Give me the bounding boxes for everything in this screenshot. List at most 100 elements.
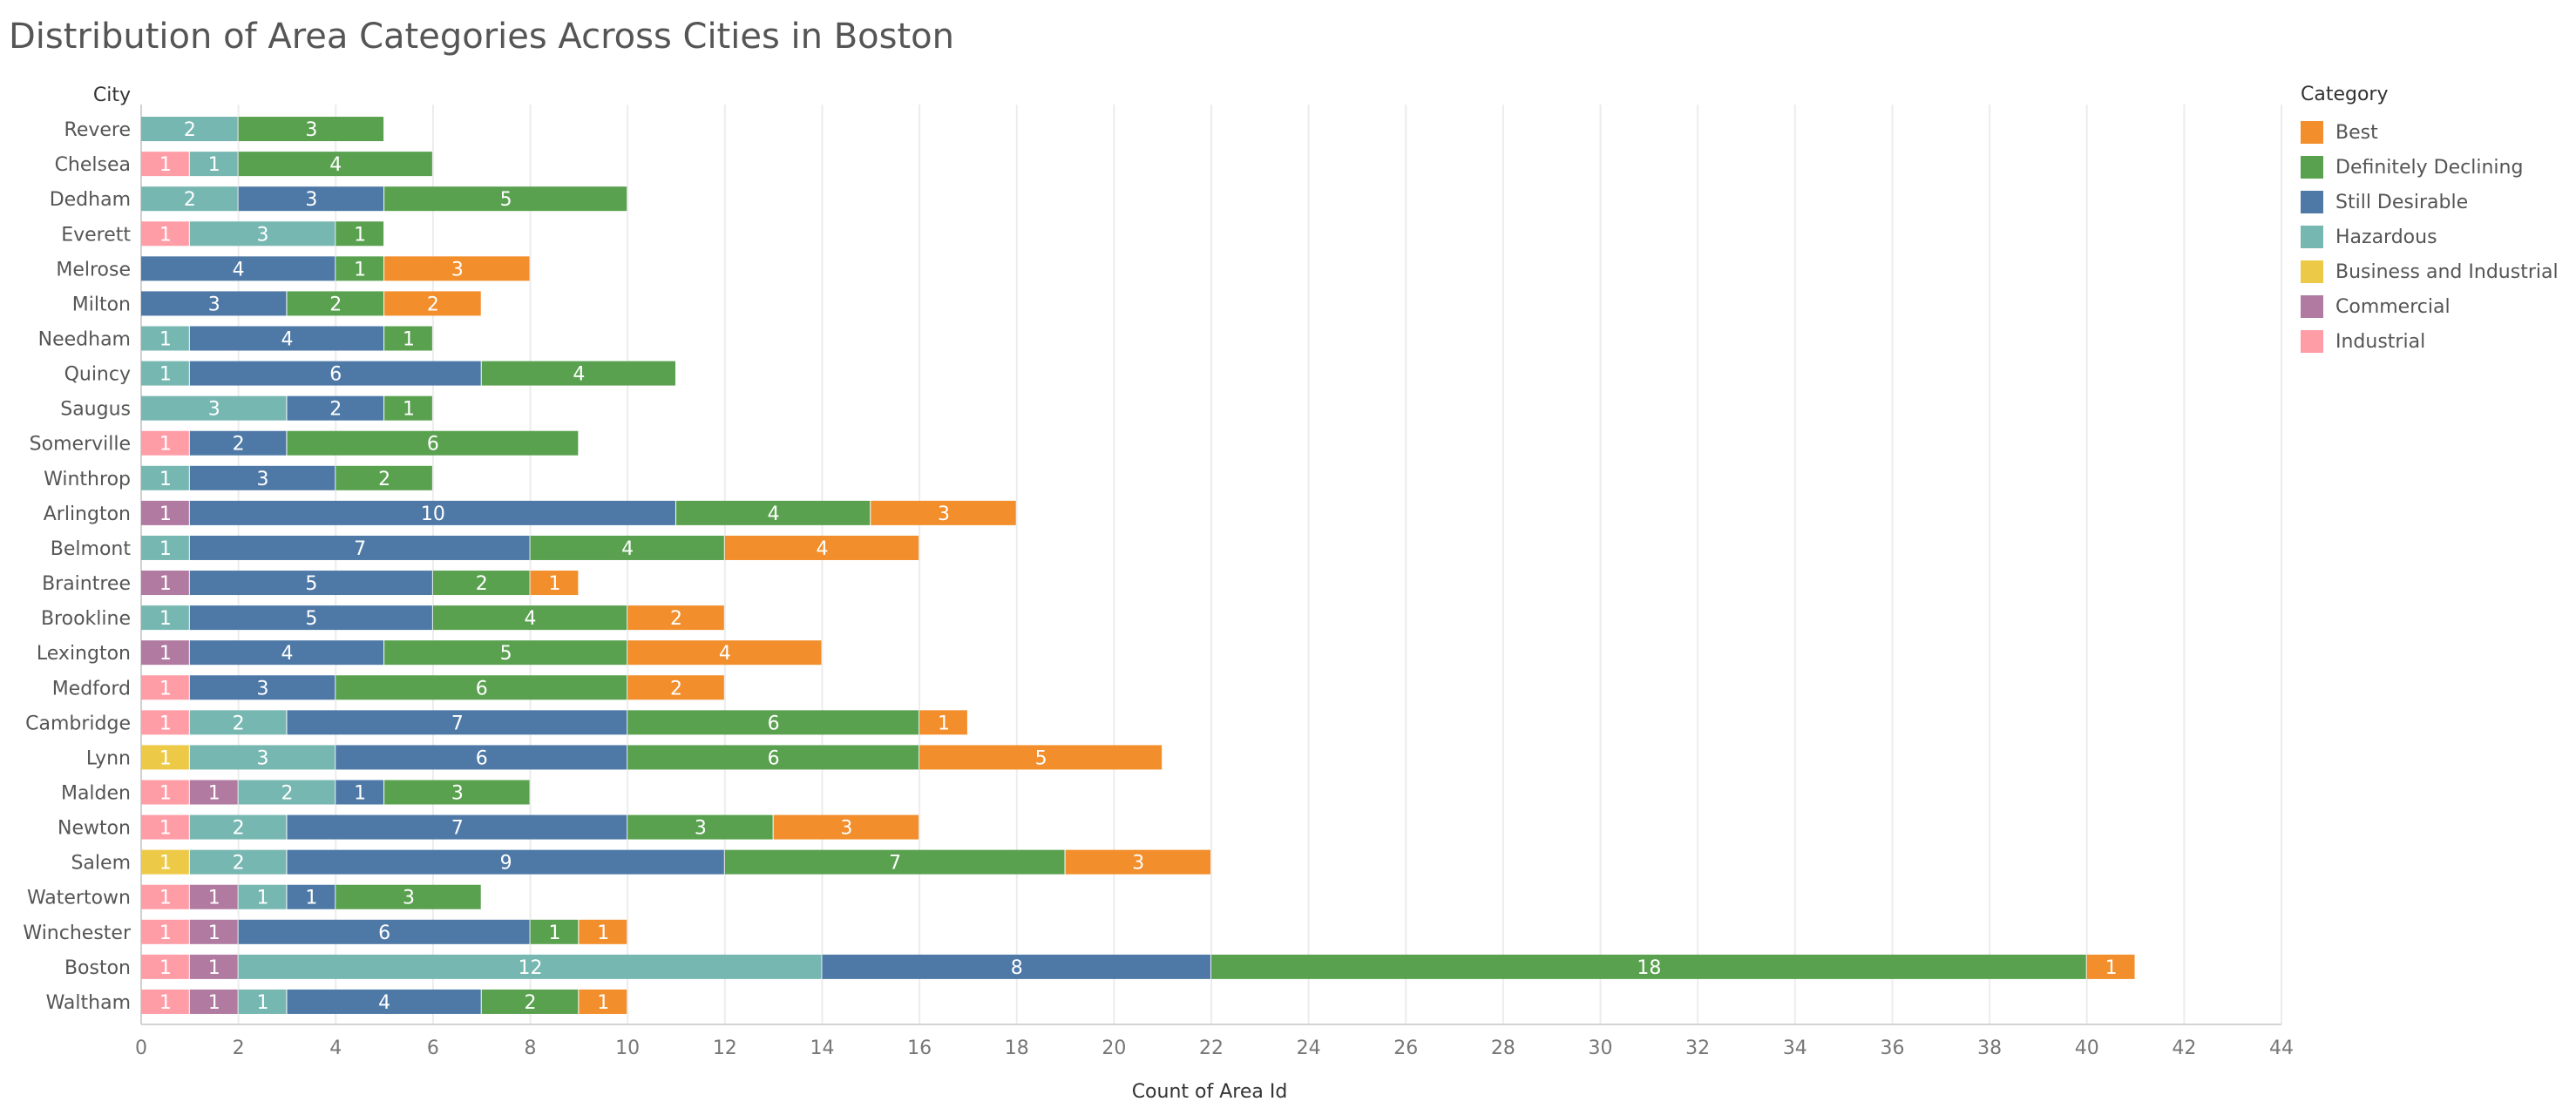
axes: 0 2 4 6 8 10 12 14 16 18 20 22 24 26 28 30 32 34 36 38 40 42 4… <box>23 84 2294 1103</box>
bar-segment <box>579 919 627 944</box>
bar-value-label: 3 <box>257 678 269 699</box>
bar-segment <box>141 989 189 1014</box>
bar-value-label: 4 <box>233 259 245 280</box>
y-tick-label: Needham <box>38 329 131 351</box>
x-tick-label: 40 <box>2075 1037 2099 1059</box>
bar-segment <box>627 745 919 770</box>
bar-segment <box>238 117 384 142</box>
legend-label: Hazardous <box>2335 226 2437 248</box>
bar-value-label: 2 <box>670 678 682 699</box>
bar-value-label: 1 <box>2105 957 2118 979</box>
bar-segment <box>141 849 189 875</box>
y-tick-label: Belmont <box>51 538 132 560</box>
bar-segment <box>287 710 627 735</box>
bar-value-label: 9 <box>500 853 512 875</box>
bar-value-label: 4 <box>621 538 634 560</box>
x-axis-title: Count of Area Id <box>1132 1081 1288 1103</box>
bar-value-label: 3 <box>840 818 852 840</box>
legend-item: Business and Industrial <box>2301 254 2559 289</box>
legend-swatch <box>2301 226 2323 248</box>
bar-value-label: 4 <box>573 364 585 386</box>
bar-segment <box>238 989 287 1014</box>
bar-value-label: 2 <box>281 783 293 805</box>
bar-segment <box>141 361 189 386</box>
bar-value-label: 2 <box>233 818 245 840</box>
x-tick-label: 12 <box>713 1037 737 1059</box>
bar-segment <box>189 780 238 805</box>
x-tick-label: 16 <box>907 1037 932 1059</box>
y-tick-label: Milton <box>72 294 131 315</box>
bar-segment <box>189 745 336 770</box>
y-tick-label: Melrose <box>56 259 131 280</box>
x-tick-label: 22 <box>1199 1037 1224 1059</box>
bar-segment <box>141 465 189 490</box>
bar-value-label: 10 <box>421 503 445 525</box>
bar-segment <box>384 640 627 666</box>
legend-label: Best <box>2335 121 2378 144</box>
y-tick-label: Everett <box>61 224 131 246</box>
bar-value-label: 1 <box>354 783 366 805</box>
bar-value-label: 5 <box>305 608 317 630</box>
bar-value-label: 1 <box>159 608 172 630</box>
bar-value-label: 2 <box>476 573 488 595</box>
legend-title: Category <box>2301 84 2389 105</box>
legend-label: Still Desirable <box>2335 191 2469 213</box>
bar-segment <box>384 780 530 805</box>
bar-segment <box>141 954 189 979</box>
bar-value-label: 18 <box>1637 957 1661 979</box>
bar-value-label: 6 <box>329 364 342 386</box>
x-tick-label: 0 <box>135 1037 147 1059</box>
bar-segment <box>189 605 432 631</box>
bar-segment <box>141 291 287 316</box>
x-tick-label: 26 <box>1393 1037 1418 1059</box>
bar-segment <box>141 186 238 212</box>
x-tick-label: 42 <box>2172 1037 2196 1059</box>
bar-value-label: 1 <box>597 922 609 944</box>
bar-value-label: 8 <box>1011 957 1023 979</box>
bar-segment <box>530 919 579 944</box>
bar-value-label: 2 <box>670 608 682 630</box>
bar-value-label: 1 <box>159 503 172 525</box>
bar-value-label: 1 <box>159 364 172 386</box>
bar-value-label: 3 <box>695 818 707 840</box>
bar-segment <box>141 221 189 247</box>
bar-segment <box>141 117 238 142</box>
bar-segment <box>141 710 189 735</box>
y-tick-label: Lexington <box>37 643 131 665</box>
bar-value-label: 3 <box>451 783 464 805</box>
bar-value-label: 4 <box>525 608 537 630</box>
bar-segment <box>238 186 384 212</box>
x-tick-label: 36 <box>1880 1037 1904 1059</box>
bar-segment <box>141 326 189 351</box>
bar-segment <box>336 745 627 770</box>
bar-segment <box>141 152 189 177</box>
bar-segment <box>287 430 579 456</box>
bar-segment <box>287 291 384 316</box>
bar-segment <box>238 919 530 944</box>
bar-segment <box>238 780 336 805</box>
y-tick-label: Newton <box>58 818 131 840</box>
bar-value-label: 1 <box>548 922 560 944</box>
bar-value-label: 7 <box>451 713 464 734</box>
legend-label: Commercial <box>2335 295 2451 318</box>
bar-segment <box>141 814 189 840</box>
bar-segment <box>189 884 238 909</box>
bar-value-label: 4 <box>281 329 293 351</box>
bar-value-label: 6 <box>768 713 780 734</box>
bar-segment <box>919 745 1163 770</box>
bar-value-label: 6 <box>427 434 439 456</box>
y-tick-label: Cambridge <box>25 713 131 734</box>
legend-swatch <box>2301 330 2323 353</box>
y-tick-label: Watertown <box>27 888 131 909</box>
bar-value-label: 1 <box>208 783 220 805</box>
bar-value-label: 5 <box>500 643 512 665</box>
bar-value-label: 2 <box>184 119 196 141</box>
x-tick-label: 24 <box>1297 1037 1321 1059</box>
y-tick-label: Quincy <box>64 364 131 386</box>
bar-value-label: 2 <box>329 399 342 421</box>
bar-segment <box>141 430 189 456</box>
bar-segment <box>871 500 1016 525</box>
y-tick-label: Somerville <box>30 434 131 456</box>
bar-segment <box>141 571 189 596</box>
bar-value-label: 7 <box>889 853 901 875</box>
